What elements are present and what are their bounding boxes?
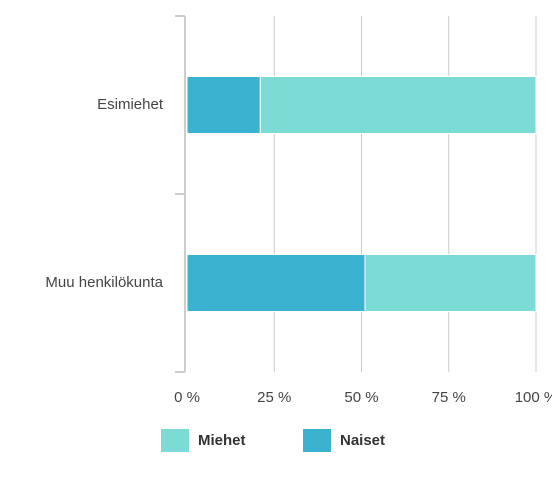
bar (259, 76, 537, 134)
bar (364, 254, 537, 312)
x-tick-label: 100 % (515, 389, 552, 406)
x-tick-label: 50 % (344, 389, 378, 406)
y-tick-label: Esimiehet (97, 96, 164, 113)
x-tick-label: 0 % (174, 389, 200, 406)
bar (186, 76, 261, 134)
x-tick-label: 25 % (257, 389, 291, 406)
y-tick-label: Muu henkilökunta (45, 274, 163, 291)
legend-label: Miehet (198, 432, 246, 449)
bar (186, 254, 366, 312)
legend-swatch (161, 429, 189, 452)
legend-label: Naiset (340, 432, 385, 449)
legend-swatch (303, 429, 331, 452)
x-tick-label: 75 % (432, 389, 466, 406)
